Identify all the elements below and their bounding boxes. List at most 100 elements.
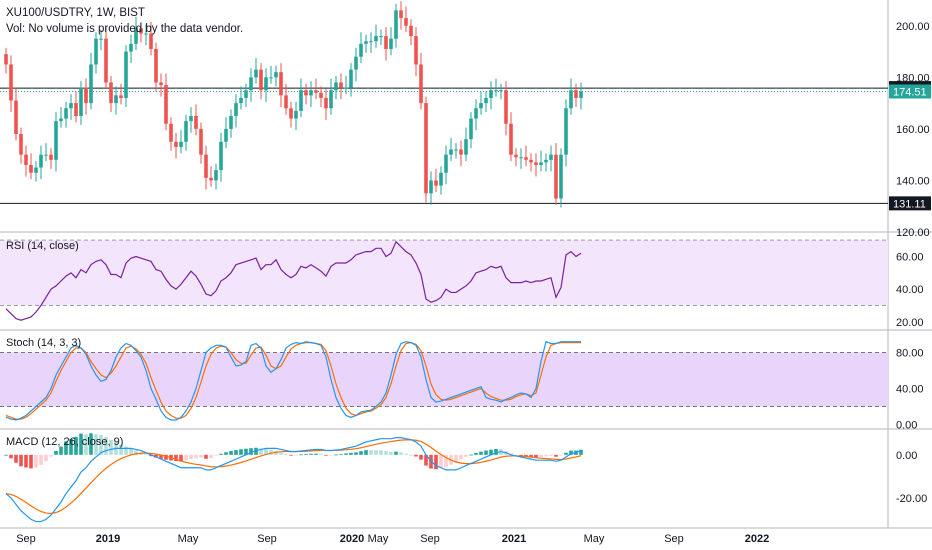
candle-body <box>489 90 493 98</box>
time-axis-label: May <box>584 533 605 545</box>
candle-body <box>59 118 63 122</box>
macd-histogram-bar <box>579 449 583 455</box>
candle-body <box>364 41 368 44</box>
candle-body <box>354 56 358 70</box>
candle-body <box>504 90 508 124</box>
macd-histogram-bar <box>514 454 518 456</box>
price-label-box <box>889 84 931 99</box>
macd-histogram-bar <box>159 454 163 459</box>
candle-body <box>194 116 198 129</box>
macd-histogram-bar <box>379 450 383 455</box>
macd-histogram-bar <box>209 454 213 458</box>
macd-histogram-bar <box>279 452 283 455</box>
candle-body <box>519 157 523 159</box>
symbol-title: XU100/USDTRY, 1W, BIST <box>6 7 145 19</box>
macd-histogram-bar <box>569 450 573 455</box>
candle-body <box>9 64 13 101</box>
macd-histogram-bar <box>374 450 378 455</box>
macd-histogram-bar <box>19 454 23 467</box>
macd-histogram-bar <box>284 453 288 455</box>
candle-body <box>249 77 253 91</box>
candle-body <box>169 123 173 142</box>
candle-body <box>154 48 158 83</box>
macd-line <box>5 437 582 523</box>
macd-histogram-bar <box>484 450 488 455</box>
candle-body <box>34 167 38 173</box>
candle-body <box>64 108 68 119</box>
macd-histogram-bar <box>39 454 43 465</box>
macd-histogram-bar <box>439 454 443 469</box>
time-axis-label: 2021 <box>502 533 526 545</box>
macd-histogram-bar <box>194 454 198 459</box>
candle-body <box>19 134 23 155</box>
stoch-d-line <box>5 341 581 420</box>
candle-body <box>359 43 363 57</box>
macd-histogram-bar <box>94 434 98 455</box>
candle-body <box>524 157 528 160</box>
time-axis-label: 2019 <box>96 533 120 545</box>
candle-body <box>54 121 58 160</box>
candle-body <box>369 41 373 43</box>
macd-histogram-bar <box>124 446 128 455</box>
candle-body <box>199 128 203 155</box>
candle-body <box>404 18 408 26</box>
candle-body <box>214 170 218 181</box>
macd-histogram-bar <box>434 454 438 470</box>
time-axis-label: Sep <box>16 533 36 545</box>
candle-body <box>484 97 488 104</box>
macd-histogram-bar <box>314 453 318 455</box>
candle-body <box>424 103 428 194</box>
candle-body <box>264 77 268 91</box>
time-axis-label: Sep <box>420 533 440 545</box>
macd-histogram-bar <box>269 449 273 455</box>
macd-histogram-bar <box>539 454 543 457</box>
candle-body <box>139 28 143 34</box>
macd-tick-label: 0.00 <box>896 450 917 462</box>
macd-histogram-bar <box>414 454 418 457</box>
macd-histogram-bar <box>244 448 248 455</box>
candle-body <box>289 108 293 119</box>
candle-body <box>274 72 278 78</box>
candle-body <box>439 172 443 186</box>
candle-body <box>14 100 18 135</box>
candle-body <box>454 149 458 151</box>
candle-body <box>229 116 233 129</box>
candle-body <box>29 164 33 173</box>
candle-body <box>4 54 8 65</box>
macd-histogram-bar <box>534 454 538 458</box>
macd-histogram-bar <box>154 454 158 458</box>
macd-histogram-bar <box>564 452 568 455</box>
macd-histogram-bar <box>544 454 548 457</box>
macd-histogram-bar <box>84 434 88 455</box>
macd-histogram-bar <box>464 454 468 457</box>
macd-histogram-bar <box>529 454 533 457</box>
candle-body <box>314 90 318 93</box>
candle-body <box>419 64 423 104</box>
macd-histogram-bar <box>74 436 78 455</box>
stoch-title: Stoch (14, 3, 3) <box>6 337 82 349</box>
volume-note: Vol: No volume is provided by the data v… <box>6 23 244 35</box>
rsi-tick-label: 60.00 <box>896 252 924 264</box>
macd-tick-label: -20.00 <box>896 493 927 505</box>
candle-body <box>79 87 83 116</box>
macd-histogram-bar <box>89 433 93 455</box>
macd-histogram-bar <box>129 448 133 455</box>
price-tick-label: 140.00 <box>896 175 930 187</box>
macd-histogram-bar <box>134 450 138 455</box>
candle-body <box>509 123 513 155</box>
macd-histogram-bar <box>384 451 388 455</box>
macd-histogram-bar <box>299 454 303 456</box>
macd-histogram-bar <box>454 454 458 463</box>
candle-body <box>459 149 463 155</box>
macd-histogram-bar <box>259 448 263 455</box>
price-label: 174.51 <box>893 86 927 98</box>
time-axis-label: 2020 <box>340 533 364 545</box>
candle-body <box>109 82 113 104</box>
macd-histogram-bar <box>294 454 298 456</box>
candle-body <box>144 33 148 35</box>
macd-histogram-bar <box>79 433 83 455</box>
candle-body <box>554 154 558 199</box>
price-tick-label: 200.00 <box>896 21 930 33</box>
candle-body <box>569 90 573 109</box>
